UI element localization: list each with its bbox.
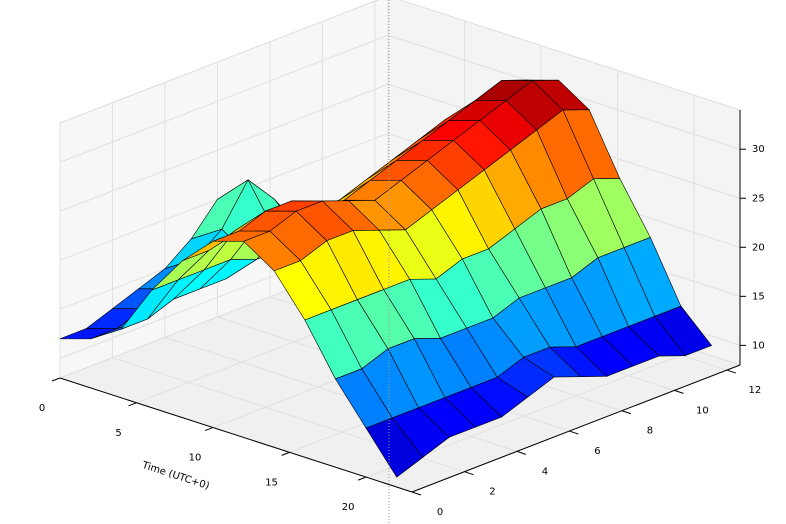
y-tick-label: 4 [542,466,548,477]
x-axis [59,377,413,493]
x-axis-label: Time (UTC+0) [140,460,211,492]
y-tick [569,430,579,435]
x-tick-label: 10 [189,453,202,464]
y-tick-label: 12 [749,385,762,396]
x-tick-label: 0 [39,403,45,414]
y-tick [464,471,474,476]
x-tick [357,476,367,481]
y-tick [726,369,737,374]
y-tick [674,389,684,394]
grid-line [59,83,389,212]
y-tick-label: 0 [437,507,443,518]
y-tick [411,491,422,496]
y-axis [411,364,741,493]
x-tick-label: 15 [265,477,278,488]
z-tick-label: 15 [752,291,765,302]
y-tick-label: 6 [594,446,600,457]
z-tick-label: 20 [752,242,765,253]
x-tick-label: 5 [115,428,121,439]
x-tick [204,427,214,432]
surface-cell [365,417,424,478]
y-tick [621,410,632,415]
x-tick [51,377,61,382]
z-tick-label: 30 [752,144,765,155]
plot: 0 5 10 15 20 0 2 4 6 8 10 12 10 15 20 25 30 Time (UTC+0) [39,0,765,518]
grid-line [59,34,389,163]
x-tick [281,451,290,456]
z-tick-label: 10 [752,340,765,351]
y-tick-label: 8 [647,426,653,437]
y-tick-label: 2 [489,487,495,498]
x-tick-label: 20 [342,502,355,513]
y-tick-label: 10 [696,405,709,416]
y-tick [516,450,527,455]
z-tick-label: 25 [752,193,765,204]
x-tick [128,402,137,407]
